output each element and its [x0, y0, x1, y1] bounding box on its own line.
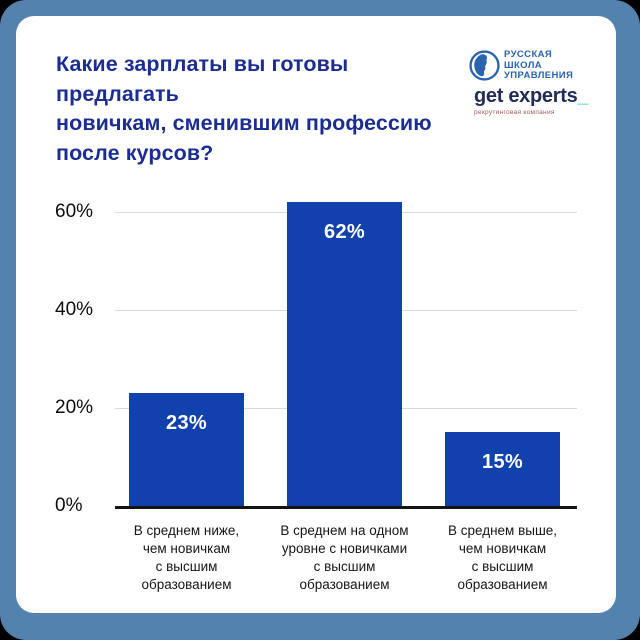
- rsu-logo: РУССКАЯ ШКОЛА УПРАВЛЕНИЯ: [469, 49, 574, 82]
- get-experts-wordmark: get experts_: [474, 85, 589, 108]
- y-axis-tick-label: 20%: [55, 397, 94, 418]
- infographic-card: Какие зарплаты вы готовы предлагать нови…: [16, 16, 616, 613]
- bar-value-label: 23%: [166, 412, 207, 434]
- x-axis-category-label: В среднем на одном уровне с новичками с …: [280, 523, 409, 592]
- bar: 15%: [445, 432, 560, 506]
- chart-title: Какие зарплаты вы готовы предлагать нови…: [56, 52, 432, 165]
- get-experts-name: get experts: [474, 85, 578, 107]
- y-axis-tick-label: 40%: [55, 299, 94, 320]
- x-axis-category-label: В среднем ниже, чем новичкам с высшим об…: [133, 523, 240, 592]
- get-experts-underscore: _: [577, 85, 589, 107]
- bar: 23%: [129, 393, 244, 506]
- plot-area: 23% 62% 15%: [115, 186, 577, 509]
- y-axis-tick-label: 0%: [55, 495, 83, 516]
- rsu-logo-text: РУССКАЯ ШКОЛА УПРАВЛЕНИЯ: [504, 49, 574, 82]
- bar: 62%: [287, 202, 402, 506]
- x-axis-category-label: В среднем выше, чем новичкам с высшим об…: [447, 523, 558, 592]
- bar-chart: 23% 62% 15% 0% 20% 40% 60% В среднем ниже, чем…: [16, 172, 616, 592]
- bar-value-label: 15%: [482, 451, 523, 473]
- rsu-globe-face-icon: [469, 50, 500, 82]
- bar-value-label: 62%: [324, 221, 365, 243]
- get-experts-logo: get experts_ рекрутинговая компания: [474, 85, 589, 116]
- get-experts-tagline: рекрутинговая компания: [474, 109, 555, 116]
- y-axis-tick-label: 60%: [55, 201, 94, 222]
